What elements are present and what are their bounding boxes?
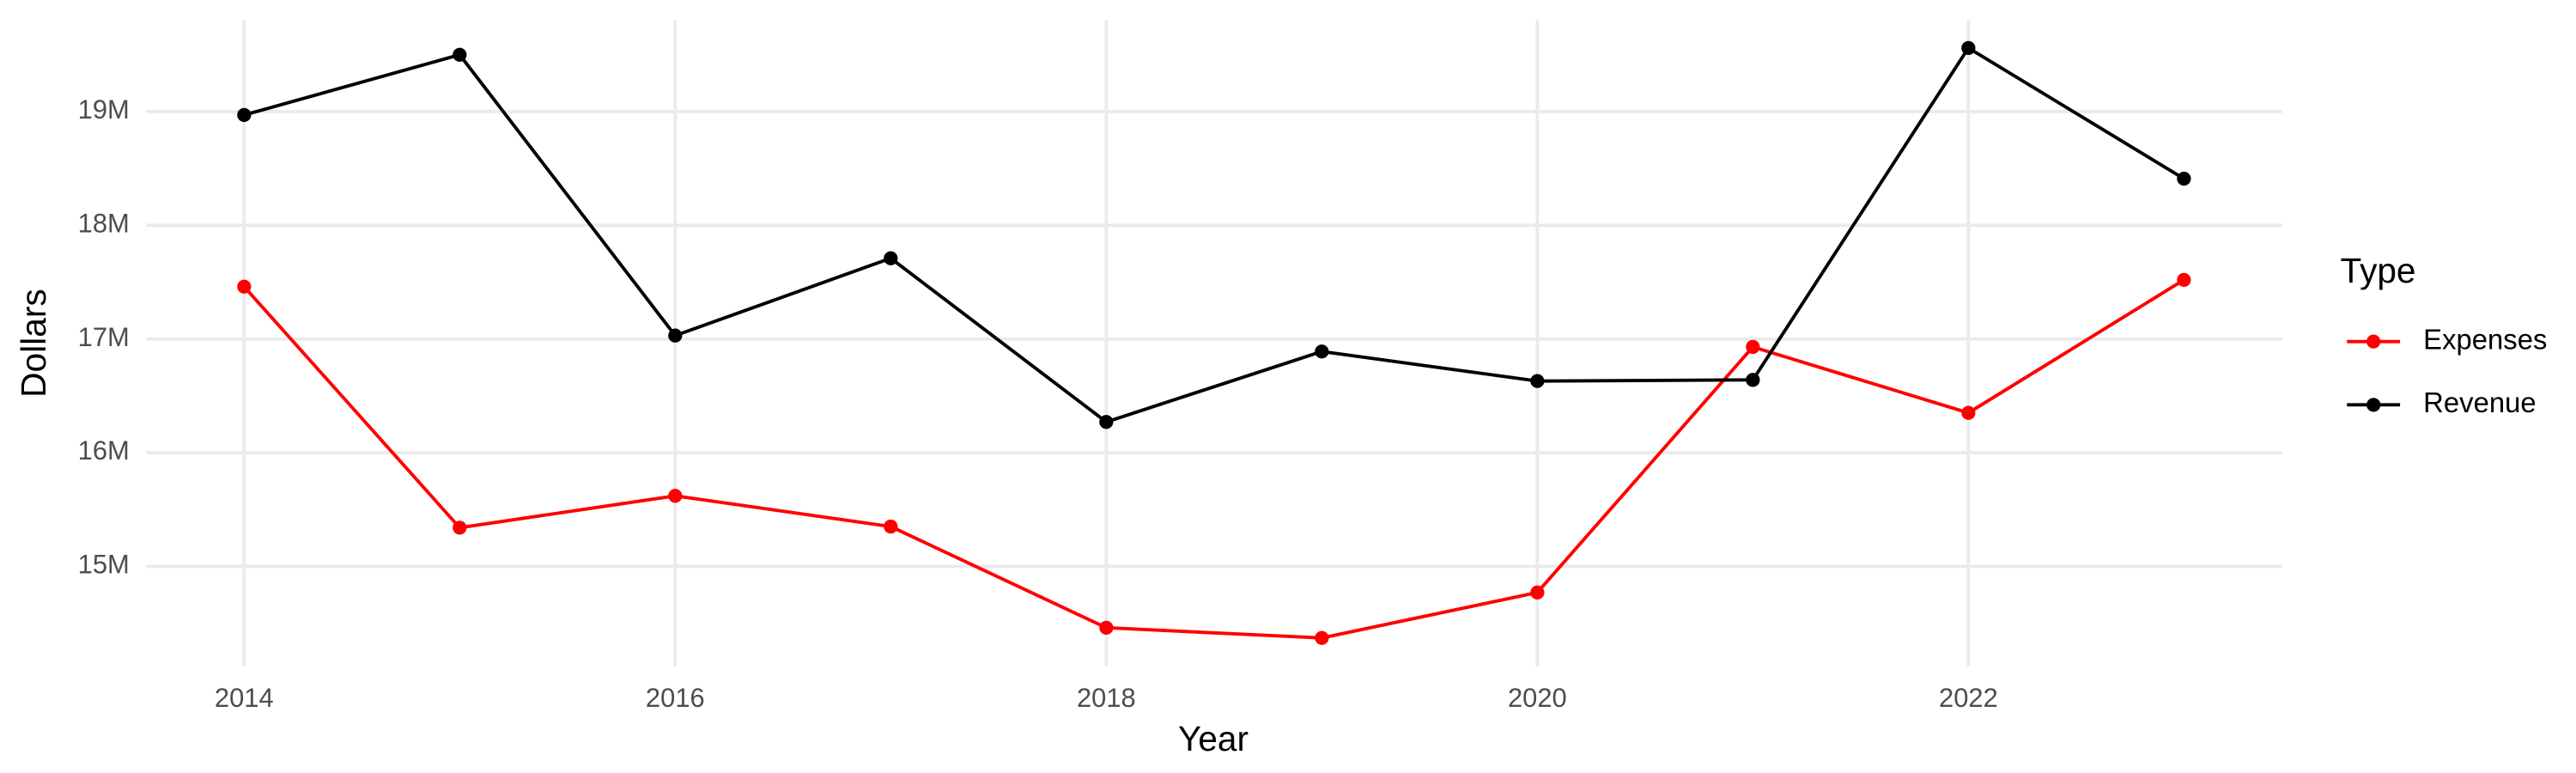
y-axis-title: Dollars (14, 289, 53, 398)
legend-key-point (2366, 334, 2381, 349)
data-point (2177, 272, 2191, 287)
data-point (2177, 171, 2191, 186)
data-point (668, 328, 683, 343)
data-point (1099, 415, 1114, 429)
x-tick-label: 2016 (646, 683, 705, 713)
y-tick-label: 16M (78, 435, 130, 466)
legend-label: Expenses (2423, 323, 2547, 355)
data-point (237, 279, 252, 294)
grid (146, 20, 2282, 666)
x-tick-label: 2014 (215, 683, 274, 713)
data-point (1315, 344, 1329, 359)
legend-label: Revenue (2423, 386, 2537, 418)
data-point (1961, 40, 1976, 55)
x-tick-label: 2018 (1077, 683, 1136, 713)
data-point (884, 519, 898, 534)
data-point (1099, 620, 1114, 636)
data-point (668, 489, 683, 503)
data-point (1961, 405, 1976, 420)
data-point (1746, 339, 1760, 355)
y-tick-label: 18M (78, 208, 130, 238)
data-point (453, 47, 467, 62)
data-point (1530, 585, 1545, 600)
y-tick-label: 17M (78, 322, 130, 352)
x-tick-label: 2020 (1508, 683, 1567, 713)
legend-key-point (2366, 398, 2381, 412)
y-tick-label: 19M (78, 94, 130, 125)
y-tick-label: 15M (78, 550, 130, 580)
legend-title: Type (2341, 251, 2416, 290)
x-axis-title: Year (1178, 719, 1249, 758)
data-point (237, 107, 252, 123)
series-line (242, 278, 2185, 640)
data-point (453, 520, 467, 535)
data-point (1746, 373, 1760, 387)
data-point (1530, 374, 1545, 388)
series-line (243, 46, 2185, 424)
x-tick-label: 2022 (1939, 683, 1998, 713)
data-point (884, 251, 898, 265)
data-point (1315, 630, 1329, 645)
